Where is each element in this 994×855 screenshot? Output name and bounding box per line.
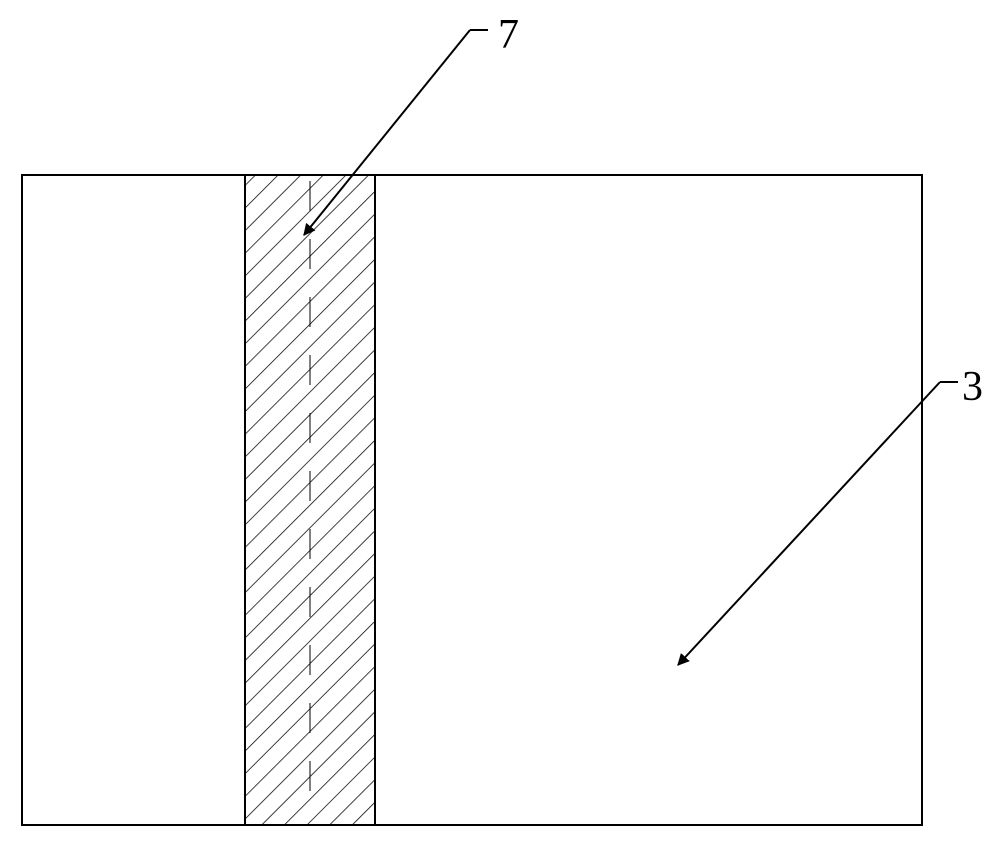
label-3-text: 3 bbox=[962, 364, 983, 410]
outer-box bbox=[22, 175, 922, 825]
label-7-text: 7 bbox=[498, 12, 519, 58]
technical-diagram: 73 bbox=[0, 0, 994, 855]
